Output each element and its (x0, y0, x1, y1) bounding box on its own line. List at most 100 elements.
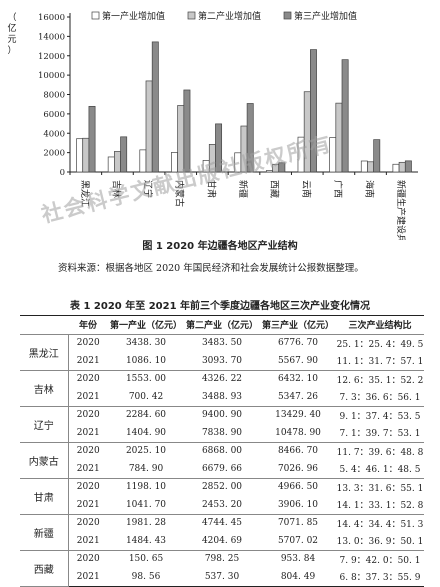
y-tick-label: 4000 (43, 129, 65, 139)
primary-cell: 1553. 00 (108, 369, 184, 388)
table-row: 2021 1086. 10 3093. 70 5567. 90 11. 1：31. 7：… (20, 352, 424, 371)
table-row: 2021 1041. 70 2453. 20 3906. 10 14. 1：33. 1：… (20, 496, 424, 515)
ratio-cell: 25. 1：25. 4：49. 5 (336, 333, 424, 352)
legend-swatch (187, 11, 196, 20)
secondary-cell: 4744. 45 (184, 513, 260, 532)
data-source-note: 资料来源：根据各地区 2020 年国民经济和社会发展统计公报数据整理。 (58, 263, 364, 274)
y-tick-label: 16000 (38, 13, 65, 23)
x-tick-label: 海南 (364, 180, 376, 198)
y-tick-label: 6000 (43, 110, 65, 120)
secondary-cell: 4326. 22 (184, 369, 260, 388)
y-tick-label: 10000 (38, 71, 65, 81)
ratio-cell: 13. 0：36. 9：50. 1 (336, 532, 424, 551)
tertiary-cell: 4966. 50 (260, 477, 336, 496)
bar-3 (183, 89, 191, 173)
legend-label: 第一产业增加值 (102, 10, 165, 22)
region-cell: 吉林 (20, 369, 68, 407)
bar-3 (215, 123, 223, 173)
year-cell: 2020 (67, 405, 108, 424)
y-axis-label: ） (7, 45, 16, 56)
header-tertiary: 第三产业（亿元） (261, 321, 334, 332)
bar-2 (114, 151, 121, 173)
primary-cell: 98. 56 (108, 568, 184, 587)
tertiary-cell: 804. 49 (260, 568, 336, 587)
bar-3 (373, 139, 381, 173)
secondary-cell: 2453. 20 (184, 496, 260, 515)
table-header-row: 年份 第一产业（亿元） 第二产业（亿元） 第三产业（亿元） 三次产业结构比 (20, 315, 424, 335)
x-tick-label: 西藏 (269, 180, 281, 198)
table-row: 2021 1404. 90 7838. 90 10478. 90 7. 1：39. 7：… (20, 424, 424, 443)
y-axis-label: 元 (7, 35, 16, 45)
x-tick-label: 云南 (300, 180, 312, 198)
header-ratio: 三次产业结构比 (348, 321, 412, 332)
bar-2 (398, 161, 406, 173)
year-cell: 2020 (67, 549, 108, 568)
ratio-cell: 13. 3：31. 6：55. 1 (336, 477, 424, 496)
year-cell: 2021 (67, 460, 108, 479)
header-region (20, 316, 68, 335)
x-tick-label: 新疆生产建设兵团 (395, 180, 407, 240)
region-cell: 黑龙江 (20, 333, 68, 371)
bar-2 (145, 80, 153, 173)
x-tick-label: 黑龙江 (79, 180, 91, 207)
header-primary: 第一产业（亿元） (109, 321, 182, 332)
bar-2 (82, 137, 90, 173)
ratio-cell: 7. 3：36. 6：56. 1 (336, 388, 424, 407)
ratio-cell: 14. 4：34. 4：51. 3 (336, 513, 424, 532)
primary-cell: 1484. 43 (108, 532, 184, 551)
tertiary-cell: 3906. 10 (260, 496, 336, 515)
industry-structure-chart: （亿元） 0 2000 4000 6000 8000 10000 12000 14000 1600… (7, 10, 418, 240)
bar-3 (120, 136, 128, 173)
ratio-cell: 5. 4：46. 1：48. 5 (336, 460, 424, 479)
ratio-cell: 12. 6：35. 1：52. 2 (336, 369, 424, 388)
tertiary-cell: 5707. 02 (260, 532, 336, 551)
year-cell: 2020 (67, 441, 108, 460)
tertiary-cell: 7026. 96 (260, 460, 336, 479)
header-secondary: 第二产业（亿元） (185, 321, 258, 332)
year-cell: 2020 (67, 513, 108, 532)
year-cell: 2021 (67, 424, 108, 443)
region-cell: 新疆 (20, 513, 68, 551)
tertiary-cell: 953. 84 (260, 549, 336, 568)
year-cell: 2021 (67, 532, 108, 551)
x-tick-label: 辽宁 (142, 180, 154, 198)
ratio-cell: 7. 9：42. 0：50. 1 (336, 549, 424, 568)
primary-cell: 3438. 30 (108, 333, 184, 352)
year-cell: 2021 (67, 496, 108, 515)
ratio-cell: 11. 7：39. 6：48. 8 (336, 441, 424, 460)
y-tick-label: 8000 (43, 91, 65, 101)
table-row: 吉林 2020 1553. 00 4326. 22 6432. 10 12. 6：35. … (20, 369, 424, 407)
primary-cell: 2025. 10 (108, 441, 184, 460)
bar-1 (360, 160, 368, 173)
region-cell: 辽宁 (20, 405, 68, 443)
table-caption: 表 1 2020 年至 2021 年前三个季度边疆各地区三次产业变化情况 (69, 301, 371, 312)
y-tick-label: 2000 (43, 149, 65, 159)
year-cell: 2020 (67, 333, 108, 352)
x-tick-label: 甘肃 (205, 180, 217, 198)
table-row: 2021 784. 90 6679. 66 7026. 96 5. 4：46. 1：48… (20, 460, 424, 479)
bar-3 (88, 105, 96, 173)
figure-caption: 图 1 2020 年边疆各地区产业结构 (142, 241, 298, 252)
bar-3 (246, 103, 254, 173)
bar-2 (367, 161, 374, 173)
bar-3 (341, 59, 349, 173)
bar-3 (151, 41, 159, 173)
table-row: 新疆 2020 1981. 28 4744. 45 7071. 85 14. 4：34. … (20, 513, 424, 551)
bar-1 (139, 149, 147, 173)
primary-cell: 150. 65 (108, 549, 184, 568)
table-row: 2021 700. 42 3488. 93 5347. 26 7. 3：36. 6：56… (20, 388, 424, 407)
legend-swatch (283, 11, 292, 20)
secondary-cell: 2852. 00 (184, 477, 260, 496)
secondary-cell: 6868. 00 (184, 441, 260, 460)
region-cell: 内蒙古 (20, 441, 68, 479)
x-tick-label: 广西 (332, 180, 344, 198)
secondary-cell: 7838. 90 (184, 424, 260, 443)
bar-3 (404, 160, 412, 173)
legend-label: 第二产业增加值 (198, 10, 261, 22)
table-row: 内蒙古 2020 2025. 10 6868. 00 8466. 70 11. 7：39.… (20, 441, 424, 479)
x-tick-label: 吉林 (110, 180, 122, 198)
tertiary-cell: 8466. 70 (260, 441, 336, 460)
secondary-cell: 4204. 69 (184, 532, 260, 551)
legend-swatch (91, 11, 100, 20)
tertiary-cell: 6776. 70 (260, 333, 336, 352)
